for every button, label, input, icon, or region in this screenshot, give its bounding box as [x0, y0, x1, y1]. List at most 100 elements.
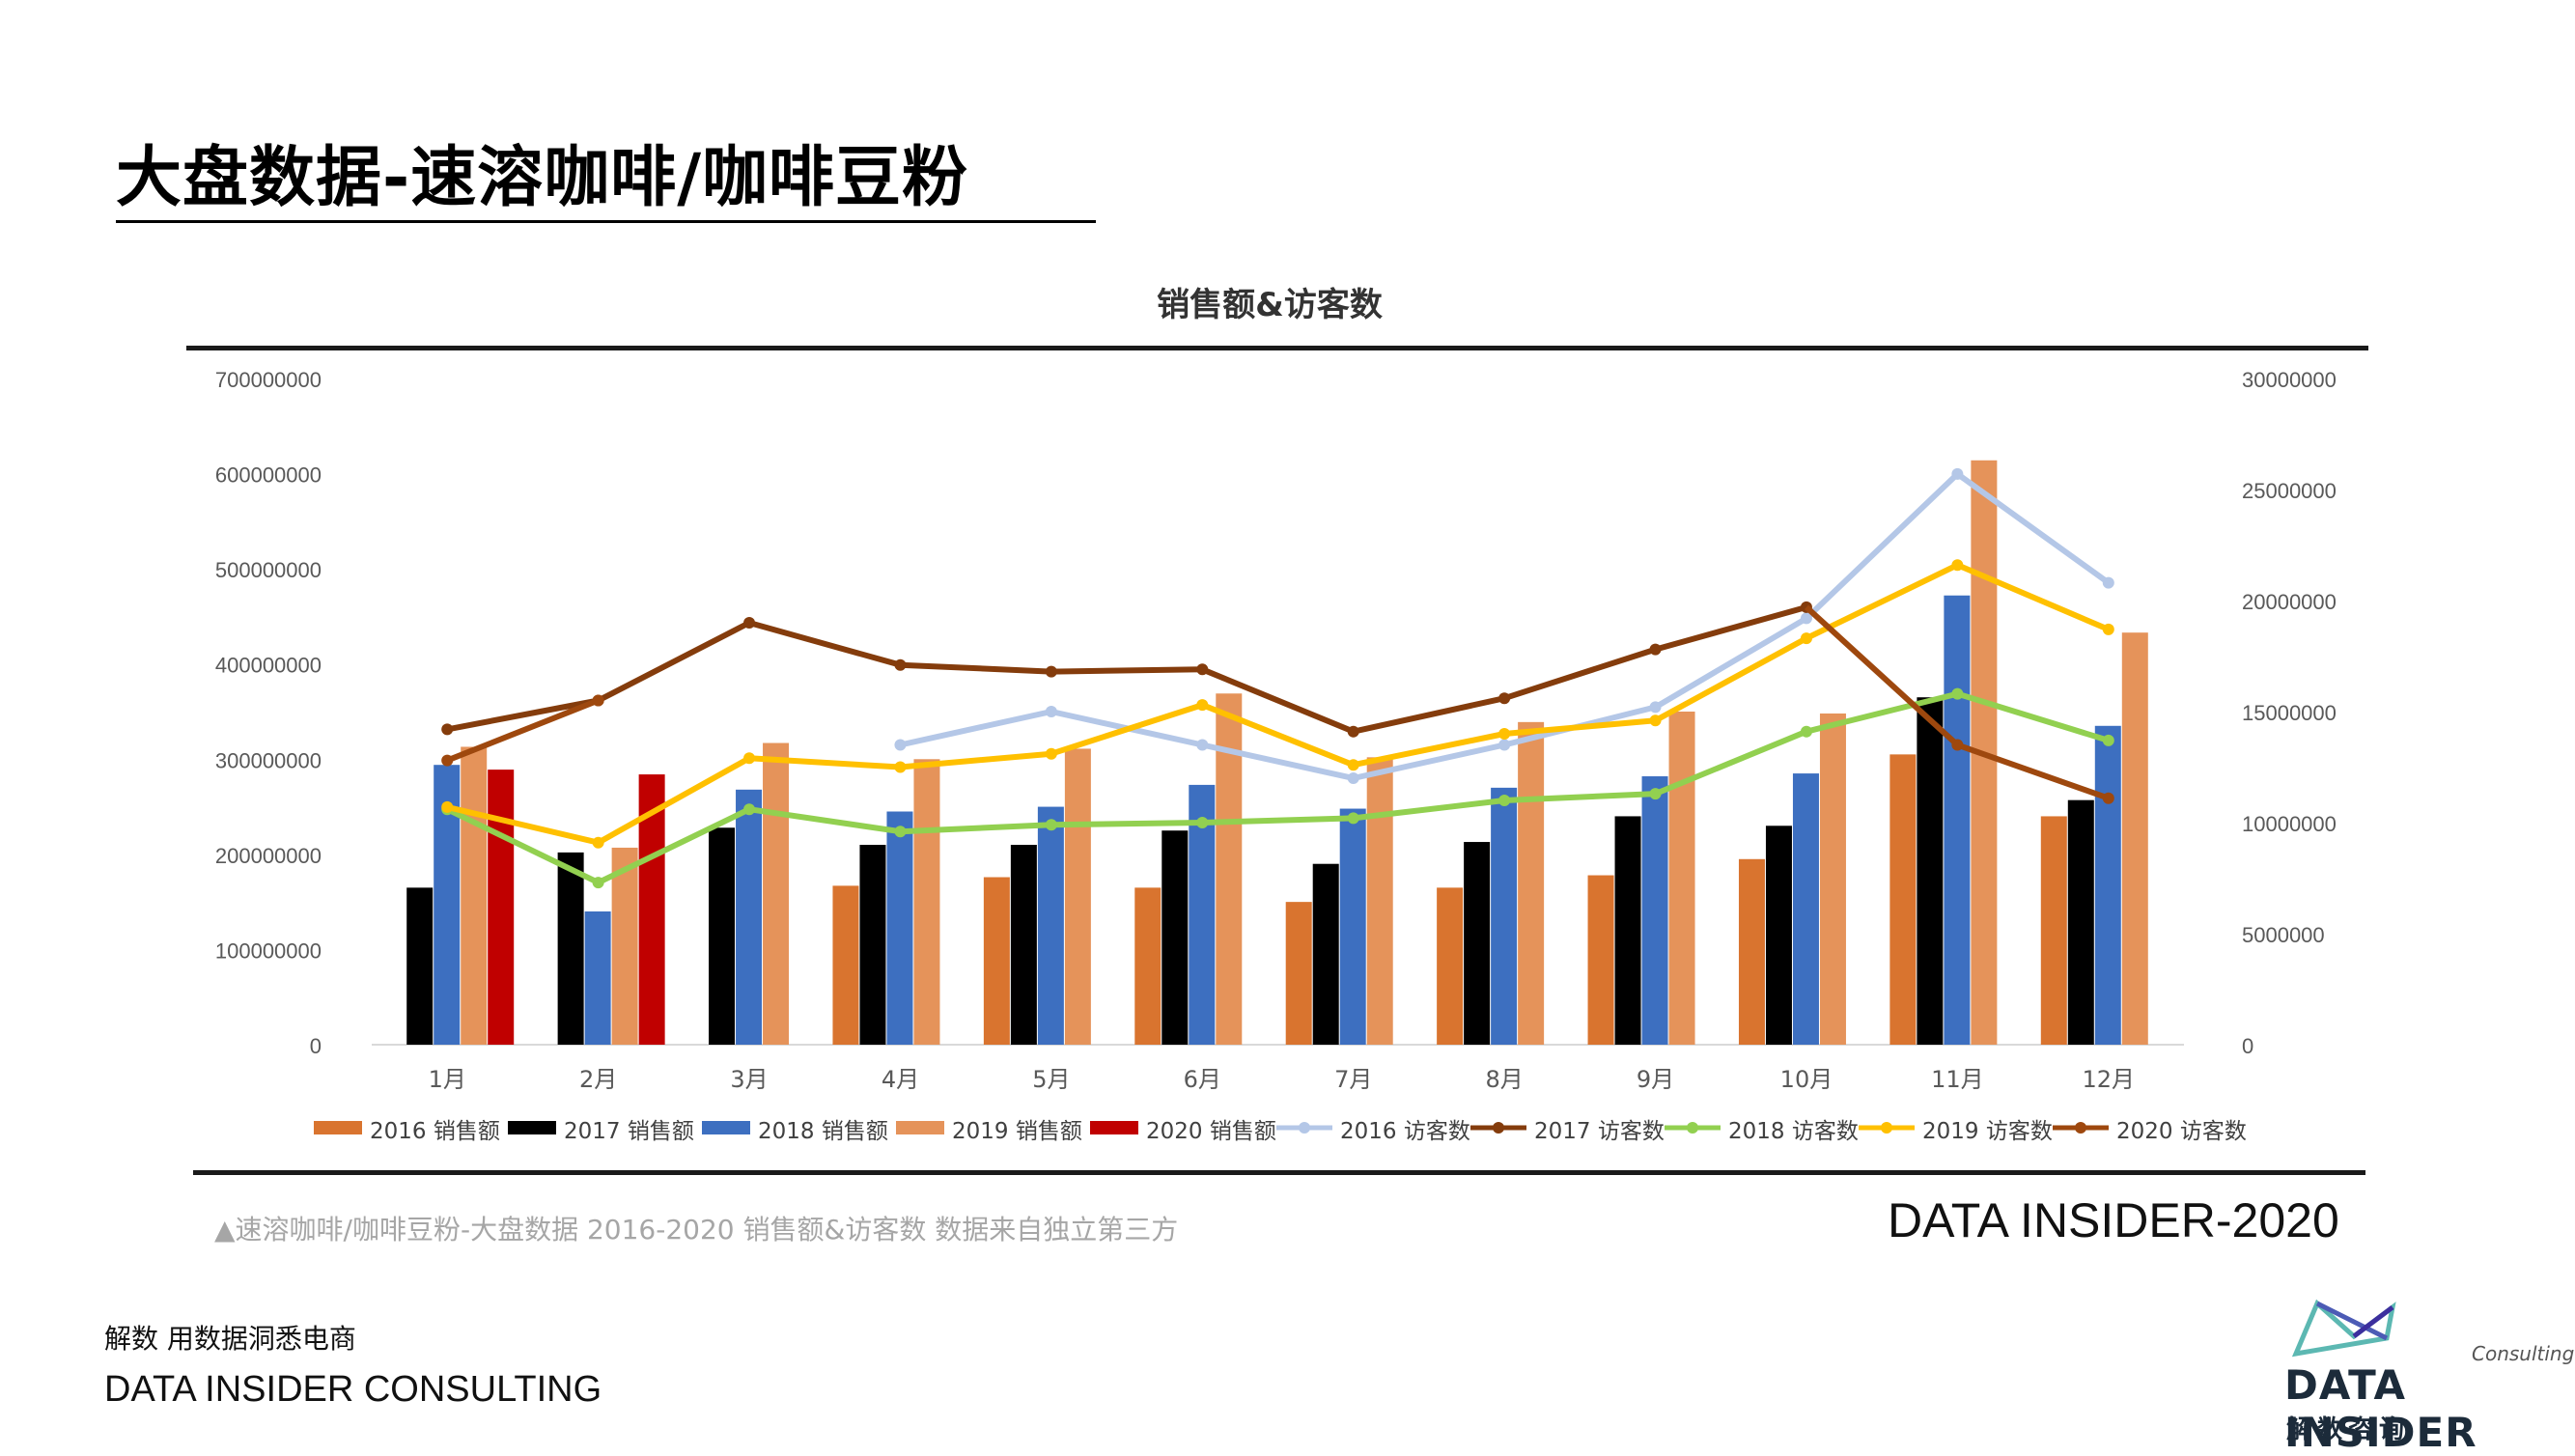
bar-1-7 [1464, 842, 1491, 1045]
x-tick-label: 3月 [730, 1066, 768, 1093]
line-point-2 [2102, 734, 2114, 746]
y-right-tick-label: 15000000 [2242, 701, 2337, 725]
bar-2-2 [736, 789, 763, 1045]
line-point-3 [1800, 632, 1812, 645]
title-rule [116, 220, 1096, 223]
legend-label: 2020 销售额 [1146, 1119, 1276, 1144]
line-point-3 [1045, 747, 1057, 760]
line-point-0 [1951, 467, 1964, 480]
legend-label: 2018 销售额 [758, 1119, 888, 1144]
bar-2-11 [2094, 725, 2121, 1045]
line-point-1 [1347, 725, 1359, 738]
line-point-2 [1800, 725, 1812, 738]
bar-3-6 [1366, 757, 1393, 1045]
line-point-0 [1498, 739, 1511, 751]
line-series-1 [446, 604, 1807, 735]
bar-2-10 [1944, 595, 1971, 1045]
line-point-0 [1800, 612, 1812, 625]
bar-1-8 [1614, 816, 1641, 1045]
line-point-0 [1649, 701, 1662, 714]
y-left-tick-label: 100000000 [215, 938, 322, 963]
x-tick-label: 2月 [579, 1066, 617, 1093]
bar-0-10 [1889, 754, 1917, 1045]
bar-1-11 [2067, 799, 2094, 1045]
logo-consulting: Consulting [2472, 1342, 2575, 1365]
bar-3-1 [611, 847, 638, 1045]
line-point-0 [2102, 576, 2114, 589]
bar-3-9 [1819, 713, 1846, 1045]
bar-3-7 [1518, 721, 1545, 1045]
line-point-2 [592, 877, 604, 889]
bar-2-9 [1792, 773, 1819, 1045]
legend-marker [2075, 1122, 2086, 1134]
bar-0-11 [2040, 816, 2067, 1045]
bar-0-5 [1134, 887, 1162, 1045]
bar-2-7 [1491, 787, 1518, 1045]
x-tick-label: 7月 [1334, 1066, 1372, 1093]
bar-1-2 [709, 827, 736, 1045]
line-point-3 [2102, 623, 2114, 635]
legend-swatch [314, 1121, 362, 1134]
bar-3-8 [1668, 712, 1695, 1045]
bar-1-9 [1765, 826, 1792, 1045]
line-point-2 [1045, 819, 1057, 831]
bar-3-3 [913, 759, 940, 1045]
legend-marker [1687, 1122, 1698, 1134]
x-tick-label: 11月 [1931, 1066, 1984, 1093]
line-point-3 [1347, 759, 1359, 771]
line-point-0 [1045, 706, 1057, 717]
line-point-3 [1498, 728, 1511, 740]
legend-swatch [896, 1121, 944, 1134]
slogan: 解数 用数据洞悉电商 [104, 1323, 356, 1355]
line-point-1 [441, 723, 454, 736]
bar-3-11 [2121, 632, 2148, 1045]
line-series-3 [446, 562, 2110, 846]
y-right-tick-label: 10000000 [2242, 812, 2337, 836]
legend-swatch [702, 1121, 750, 1134]
page-title: 大盘数据-速溶咖啡/咖啡豆粉 [116, 140, 969, 216]
bar-1-3 [859, 845, 886, 1045]
y-left-tick-label: 700000000 [215, 368, 322, 392]
line-series-4 [446, 697, 600, 764]
bar-2-6 [1339, 808, 1366, 1045]
y-left-tick-label: 0 [310, 1034, 322, 1058]
line-point-2 [743, 803, 756, 816]
bar-3-0 [461, 746, 488, 1045]
bar-1-4 [1010, 845, 1037, 1045]
bar-2-3 [886, 811, 913, 1045]
legend-label: 2019 访客数 [1922, 1119, 2053, 1144]
line-point-0 [1196, 739, 1209, 751]
line-point-3 [592, 836, 604, 849]
line-series-4 [1956, 742, 2110, 801]
line-point-3 [441, 800, 454, 813]
logo-subtitle: 解数咨询 [2286, 1415, 2411, 1444]
legend-swatch [508, 1121, 556, 1134]
bar-0-6 [1285, 902, 1312, 1045]
legend-label: 2018 访客数 [1728, 1119, 1859, 1144]
line-point-4 [592, 694, 604, 707]
chart-bottom-rule [193, 1170, 2365, 1175]
line-point-3 [1649, 714, 1662, 727]
line-point-2 [1649, 788, 1662, 800]
bar-1-10 [1917, 697, 1944, 1045]
legend-label: 2020 访客数 [2116, 1119, 2247, 1144]
x-tick-label: 4月 [882, 1066, 919, 1093]
y-left-tick-label: 500000000 [215, 558, 322, 582]
y-right-tick-label: 20000000 [2242, 590, 2337, 614]
y-left-tick-label: 600000000 [215, 463, 322, 488]
line-point-1 [1498, 692, 1511, 705]
legend-marker [1881, 1122, 1892, 1134]
bar-3-2 [763, 742, 790, 1045]
line-point-1 [894, 658, 907, 671]
x-tick-label: 8月 [1485, 1066, 1523, 1093]
line-point-2 [894, 826, 907, 838]
legend-label: 2019 销售额 [952, 1119, 1082, 1144]
y-left-tick-label: 200000000 [215, 844, 322, 868]
y-right-tick-label: 25000000 [2242, 479, 2337, 503]
line-point-1 [1196, 663, 1209, 676]
legend-label: 2017 访客数 [1534, 1119, 1665, 1144]
x-tick-label: 12月 [2083, 1066, 2136, 1093]
bar-2-1 [584, 911, 611, 1045]
brand-year-label: DATA INSIDER-2020 [1888, 1193, 2339, 1247]
line-point-1 [1045, 665, 1057, 678]
